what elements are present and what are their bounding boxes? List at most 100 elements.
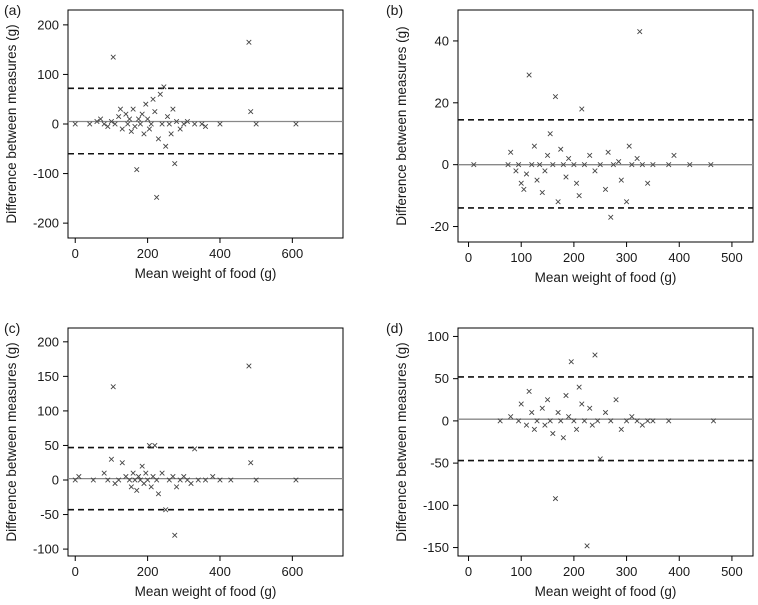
y-tick-label: -50 [40,507,59,522]
x-axis-label: Mean weight of food (g) [135,266,277,281]
data-point [518,180,524,186]
data-point [539,405,545,411]
data-point [154,194,160,200]
data-point [202,477,209,483]
data-point [159,470,165,476]
data-point [589,422,595,428]
data-point [293,121,299,127]
data-point [581,162,588,168]
data-point [293,477,299,483]
data-point [555,199,561,205]
y-axis-label: Difference between measures (g) [4,24,19,223]
data-point [188,480,194,487]
data-point [159,121,165,127]
data-point [597,162,603,168]
data-point [608,214,614,220]
panel-label: (b) [386,2,403,18]
data-point [708,162,714,168]
y-tick-label: -20 [430,219,449,234]
data-point [192,446,198,452]
data-point [521,186,527,193]
panel-label: (a) [4,2,21,18]
data-point [195,477,201,483]
data-point [105,477,111,483]
data-point [108,456,115,462]
x-tick-label: 200 [137,564,159,579]
y-axis-label: Difference between measures (g) [394,342,409,541]
data-point [253,477,259,483]
data-point [645,180,651,186]
y-tick-label: 40 [435,33,449,48]
data-point [534,177,540,183]
data-point [594,418,601,424]
data-point [505,162,511,168]
data-point [90,477,96,483]
data-point [152,442,158,449]
data-point [526,388,532,394]
data-point [602,409,609,416]
x-tick-label: 0 [465,250,472,265]
data-point [568,359,574,365]
data-point [163,507,169,513]
data-point [650,418,656,424]
data-point [116,113,122,120]
data-point [560,162,566,168]
data-point [108,118,115,125]
data-point [157,91,163,97]
data-point [544,397,551,403]
data-point [248,460,254,466]
x-tick-label: 300 [616,250,638,265]
plot-frame [457,327,754,557]
data-point [112,121,118,127]
data-point [166,121,172,127]
data-point [629,162,635,168]
data-point [130,470,136,476]
data-point [202,123,209,130]
panel-1: 0 200 400 600 -200 -100 0 100 200 Mean weight of … [4,2,344,281]
data-point [623,418,630,424]
data-point [150,96,156,102]
data-point [508,149,514,155]
data-point [626,143,632,149]
x-tick-label: 0 [465,564,472,579]
x-axis-label: Mean weight of food (g) [135,584,277,599]
data-point [123,111,129,117]
data-point [168,131,174,137]
data-point [141,131,147,137]
data-point [687,162,693,168]
panel-label: (c) [4,320,20,336]
data-point [125,121,131,127]
panel-3: 0 200 400 600 -100 -50 0 50 100 150 200 Mean weight… [4,320,344,599]
data-point [523,171,530,177]
y-tick-label: 200 [37,17,59,32]
data-point [87,121,93,127]
data-point [671,152,677,159]
x-tick-label: 600 [281,564,303,579]
x-tick-label: 200 [563,564,585,579]
plot-frame [67,327,344,557]
data-point [563,174,569,180]
data-point [645,418,651,424]
data-point [130,106,136,112]
data-point [155,136,162,142]
data-point [181,121,187,127]
y-tick-label: 50 [435,371,449,386]
data-point [587,405,593,411]
data-point [101,121,107,127]
y-tick-label: 200 [37,334,59,349]
y-tick-label: 150 [37,369,59,384]
x-tick-label: 500 [721,250,743,265]
data-point [552,495,559,502]
data-point [155,491,162,497]
data-point [563,392,569,399]
data-point [639,162,645,168]
data-point [154,477,160,483]
x-tick-label: 300 [616,564,638,579]
data-point [132,123,138,130]
data-point [217,121,223,127]
data-point [547,418,553,424]
x-tick-label: 400 [209,564,231,579]
data-point [634,418,640,424]
y-tick-label: 100 [427,329,449,344]
